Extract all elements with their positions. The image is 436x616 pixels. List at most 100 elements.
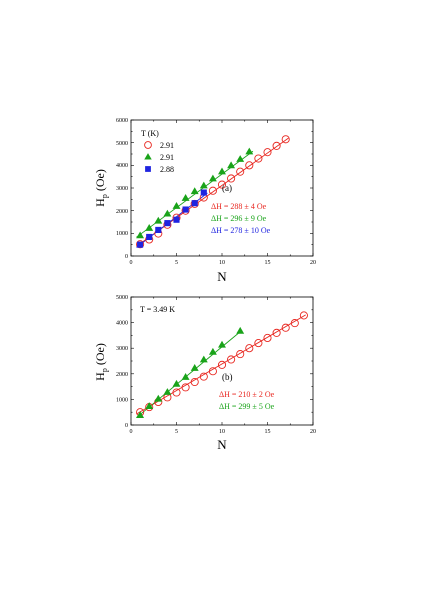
y-axis-label-main: H	[93, 198, 107, 207]
data-point-triangle	[172, 201, 181, 209]
x-tick-label: 15	[265, 429, 271, 435]
data-point-square	[173, 216, 180, 223]
data-point-square	[182, 206, 189, 213]
data-point-circle	[217, 360, 227, 369]
x-tick-label: 5	[175, 429, 178, 435]
data-point-square	[200, 189, 207, 196]
data-point-square	[191, 200, 198, 207]
data-point-circle	[227, 355, 236, 364]
data-point-circle	[254, 339, 263, 348]
y-tick-label: 2000	[116, 372, 128, 378]
temperature-annotation: T = 3.49 K	[140, 305, 175, 314]
y-axis-label-unit: (Oe)	[93, 343, 107, 368]
y-axis-label-main: H	[93, 372, 107, 381]
fit-lines-b	[136, 314, 306, 418]
panel-b: 0 1000 2000 3000 4000 5000 0 5 10 15 20 …	[93, 295, 316, 452]
tick-marks-a	[130, 119, 314, 257]
data-point-triangle	[145, 402, 154, 410]
data-point-triangle	[236, 155, 245, 162]
panel-label: (a)	[222, 183, 232, 193]
x-tick-label: 10	[219, 429, 225, 435]
data-point-triangle	[154, 216, 163, 224]
data-point-triangle	[163, 209, 172, 217]
y-tick-label: 3000	[116, 346, 128, 352]
data-point-circle	[217, 180, 227, 189]
data-point-triangle	[199, 181, 208, 189]
data-point-triangle	[172, 379, 181, 387]
data-point-triangle	[208, 174, 217, 182]
fit-line	[136, 314, 306, 415]
data-point-square	[164, 220, 171, 227]
data-point-circle	[181, 383, 190, 392]
x-tick-label: 20	[310, 260, 316, 266]
data-point-triangle	[218, 167, 226, 175]
annotation-red: ΔH = 288 ± 4 Oe	[211, 202, 267, 211]
y-tick-label: 3000	[116, 186, 128, 192]
data-point-circle	[227, 174, 236, 183]
data-point-circle	[208, 367, 217, 376]
y-axis-label: Hp (Oe)	[93, 169, 109, 207]
fit-line	[136, 329, 243, 418]
data-point-triangle	[145, 223, 154, 231]
data-point-circle	[236, 167, 245, 176]
x-tick-label: 0	[130, 260, 133, 266]
panel-a: 0 1000 2000 3000 4000 5000 6000 0 5 10 1…	[93, 118, 316, 284]
data-point-square	[145, 166, 151, 172]
legend-entry-label: 2.88	[160, 165, 174, 174]
data-point-triangle	[136, 231, 145, 239]
data-point-circle	[263, 333, 272, 343]
y-axis-label-sub: p	[100, 194, 109, 198]
y-tick-label: 0	[125, 423, 128, 429]
data-point-triangle	[136, 411, 145, 418]
annotation-green: ΔH = 299 ± 5 Oe	[219, 402, 275, 411]
data-point-circle	[281, 135, 290, 144]
data-point-circle	[254, 154, 263, 163]
data-point-triangle	[190, 187, 199, 195]
x-tick-label: 0	[130, 429, 133, 435]
data-point-circle	[263, 148, 272, 157]
x-tick-label: 10	[219, 260, 225, 266]
data-point-triangle	[218, 340, 226, 348]
data-point-circle	[245, 344, 254, 353]
data-points-b	[136, 311, 308, 418]
x-tick-label: 5	[175, 260, 178, 266]
data-point-triangle	[245, 147, 254, 155]
y-axis-label-unit: (Oe)	[93, 169, 107, 194]
data-point-circle	[272, 328, 281, 337]
y-tick-label: 5000	[116, 295, 128, 301]
data-point-square	[146, 233, 153, 241]
data-point-circle	[208, 186, 217, 195]
data-point-circle	[281, 323, 290, 332]
annotation-green: ΔH = 296 ± 9 Oe	[211, 214, 267, 223]
panel-label: (b)	[222, 372, 233, 382]
y-tick-label: 2000	[116, 209, 128, 215]
fit-line	[136, 150, 254, 238]
annotation-blue: ΔH = 278 ± 10 Oe	[211, 226, 271, 235]
data-point-triangle	[154, 394, 163, 402]
data-point-triangle	[208, 347, 217, 355]
legend-markers-a	[144, 141, 152, 172]
y-axis-label-sub: p	[100, 368, 109, 372]
data-point-triangle	[144, 153, 152, 160]
annotation-red: ΔH = 210 ± 2 Oe	[219, 390, 275, 399]
y-tick-label: 5000	[116, 141, 128, 147]
data-point-triangle	[199, 355, 208, 363]
data-point-square	[137, 241, 144, 248]
data-point-square	[155, 226, 162, 233]
y-tick-label: 0	[125, 254, 128, 260]
data-point-circle	[290, 319, 299, 328]
data-point-circle	[236, 350, 245, 359]
legend-title: T (K)	[141, 129, 159, 138]
data-point-triangle	[163, 388, 172, 395]
data-point-triangle	[181, 194, 190, 201]
data-point-triangle	[236, 326, 245, 334]
data-point-circle	[299, 311, 308, 320]
tick-marks-b	[130, 296, 314, 426]
x-axis-label: N	[217, 437, 227, 452]
data-point-circle	[190, 377, 199, 387]
data-point-circle	[272, 141, 281, 150]
data-point-circle	[245, 161, 254, 170]
x-tick-label: 15	[265, 260, 271, 266]
y-axis-label: Hp (Oe)	[93, 343, 109, 381]
